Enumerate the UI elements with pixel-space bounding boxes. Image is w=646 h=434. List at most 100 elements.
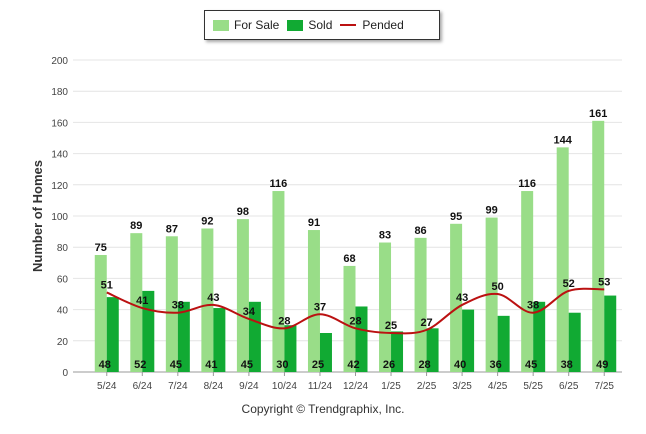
bar-sold xyxy=(355,306,368,372)
data-label-sold: 48 xyxy=(99,359,111,371)
data-label-sold: 28 xyxy=(418,359,430,371)
data-label-pended: 38 xyxy=(172,300,184,312)
data-label-pended: 28 xyxy=(278,315,290,327)
x-tick-label: 7/25 xyxy=(594,381,614,392)
data-label-for-sale: 161 xyxy=(589,108,607,120)
data-label-for-sale: 116 xyxy=(518,178,536,190)
x-tick-label: 3/25 xyxy=(452,381,472,392)
y-axis: 0 20 40 60 80 100 120 140 160 180 200 xyxy=(51,56,68,379)
bar-for-sale xyxy=(130,233,143,372)
x-tick-label: 5/25 xyxy=(523,381,543,392)
x-tick-label: 11/24 xyxy=(308,381,333,392)
bar-for-sale xyxy=(165,236,178,372)
bar-sold xyxy=(426,328,439,372)
legend-item-sold[interactable]: Sold xyxy=(279,18,332,32)
x-tick-label: 4/25 xyxy=(488,381,508,392)
x-tick-label: 6/25 xyxy=(559,381,579,392)
legend: For Sale Sold Pended xyxy=(204,10,440,40)
bar-sold xyxy=(284,325,297,372)
x-tick-label: 7/24 xyxy=(168,381,188,392)
data-label-pended: 25 xyxy=(385,320,397,332)
y-tick-label: 60 xyxy=(57,274,69,285)
bar-for-sale xyxy=(272,191,285,372)
y-tick-label: 140 xyxy=(51,150,68,161)
data-label-sold: 45 xyxy=(525,359,537,371)
pended-line-icon xyxy=(340,24,357,26)
data-label-for-sale: 86 xyxy=(414,225,426,237)
data-label-pended: 28 xyxy=(349,315,361,327)
data-label-for-sale: 75 xyxy=(95,242,107,254)
y-tick-label: 20 xyxy=(57,337,69,348)
data-label-for-sale: 92 xyxy=(201,215,213,227)
x-tick-label: 6/24 xyxy=(133,381,153,392)
bar-for-sale xyxy=(201,228,214,372)
legend-label-pended: Pended xyxy=(362,18,404,32)
bar-for-sale xyxy=(343,265,356,372)
data-label-pended: 53 xyxy=(598,276,610,288)
bar-for-sale xyxy=(592,120,605,372)
data-label-for-sale: 87 xyxy=(166,223,178,235)
x-tick-label: 12/24 xyxy=(343,381,368,392)
x-tick-label: 5/24 xyxy=(97,381,117,392)
y-tick-label: 80 xyxy=(57,243,69,254)
data-label-for-sale: 89 xyxy=(130,220,142,232)
series-line-pended xyxy=(106,287,605,335)
x-tick-label: 10/24 xyxy=(272,381,297,392)
data-label-sold: 25 xyxy=(312,359,324,371)
y-tick-label: 200 xyxy=(51,56,68,67)
bar-for-sale xyxy=(236,219,249,372)
bar-sold xyxy=(213,308,226,372)
data-label-for-sale: 68 xyxy=(343,253,355,265)
bars xyxy=(94,120,617,372)
data-label-for-sale: 116 xyxy=(270,178,288,190)
data-label-sold: 38 xyxy=(561,359,573,371)
y-axis-title: Number of Homes xyxy=(30,160,45,272)
x-tick-label: 9/24 xyxy=(239,381,259,392)
y-tick-label: 160 xyxy=(51,118,68,129)
data-label-sold: 36 xyxy=(490,359,502,371)
data-label-pended: 27 xyxy=(420,317,432,329)
pended-line-layer xyxy=(106,287,605,335)
for-sale-swatch-icon xyxy=(213,19,229,31)
bar-for-sale xyxy=(379,242,392,372)
data-label-pended: 50 xyxy=(492,281,504,293)
data-label-sold: 45 xyxy=(170,359,182,371)
bar-for-sale xyxy=(556,147,569,372)
legend-item-for-sale[interactable]: For Sale xyxy=(205,18,279,32)
data-label-for-sale: 83 xyxy=(379,230,391,242)
data-label-pended: 52 xyxy=(563,278,575,290)
legend-item-pended[interactable]: Pended xyxy=(332,18,404,32)
bar-sold xyxy=(568,312,581,372)
data-label-for-sale: 91 xyxy=(308,217,320,229)
data-label-sold: 42 xyxy=(347,359,359,371)
bar-for-sale xyxy=(307,230,320,372)
data-label-for-sale: 144 xyxy=(554,134,573,146)
data-label-pended: 38 xyxy=(527,300,539,312)
data-label-pended: 34 xyxy=(243,306,256,318)
data-labels: 75 48 89 52 87 45 92 41 98 45 116 30 91 25 68 42 83 26 86 2… xyxy=(95,108,611,371)
data-label-sold: 45 xyxy=(241,359,253,371)
data-label-pended: 43 xyxy=(456,292,468,304)
y-tick-label: 40 xyxy=(57,306,69,317)
bar-for-sale xyxy=(450,223,463,372)
x-tick-label: 2/25 xyxy=(417,381,437,392)
bar-for-sale xyxy=(94,255,107,372)
bar-for-sale xyxy=(521,191,534,372)
x-axis: 5/24 6/24 7/24 8/24 9/24 10/24 11/24 12/24 1/25 2… xyxy=(97,372,614,392)
y-tick-label: 100 xyxy=(51,212,68,223)
bar-for-sale xyxy=(414,237,427,372)
legend-label-for-sale: For Sale xyxy=(234,18,280,32)
bar-sold xyxy=(106,297,119,372)
gridlines xyxy=(73,59,622,373)
x-tick-label: 8/24 xyxy=(204,381,224,392)
data-label-pended: 43 xyxy=(207,292,219,304)
data-label-sold: 30 xyxy=(276,359,288,371)
x-tick-label: 1/25 xyxy=(381,381,401,392)
legend-label-sold: Sold xyxy=(308,18,333,32)
copyright-text: Copyright © Trendgraphix, Inc. xyxy=(241,402,405,416)
sold-swatch-icon xyxy=(287,19,304,31)
data-label-sold: 40 xyxy=(454,359,466,371)
y-tick-label: 0 xyxy=(62,368,68,379)
bar-sold xyxy=(177,301,190,372)
